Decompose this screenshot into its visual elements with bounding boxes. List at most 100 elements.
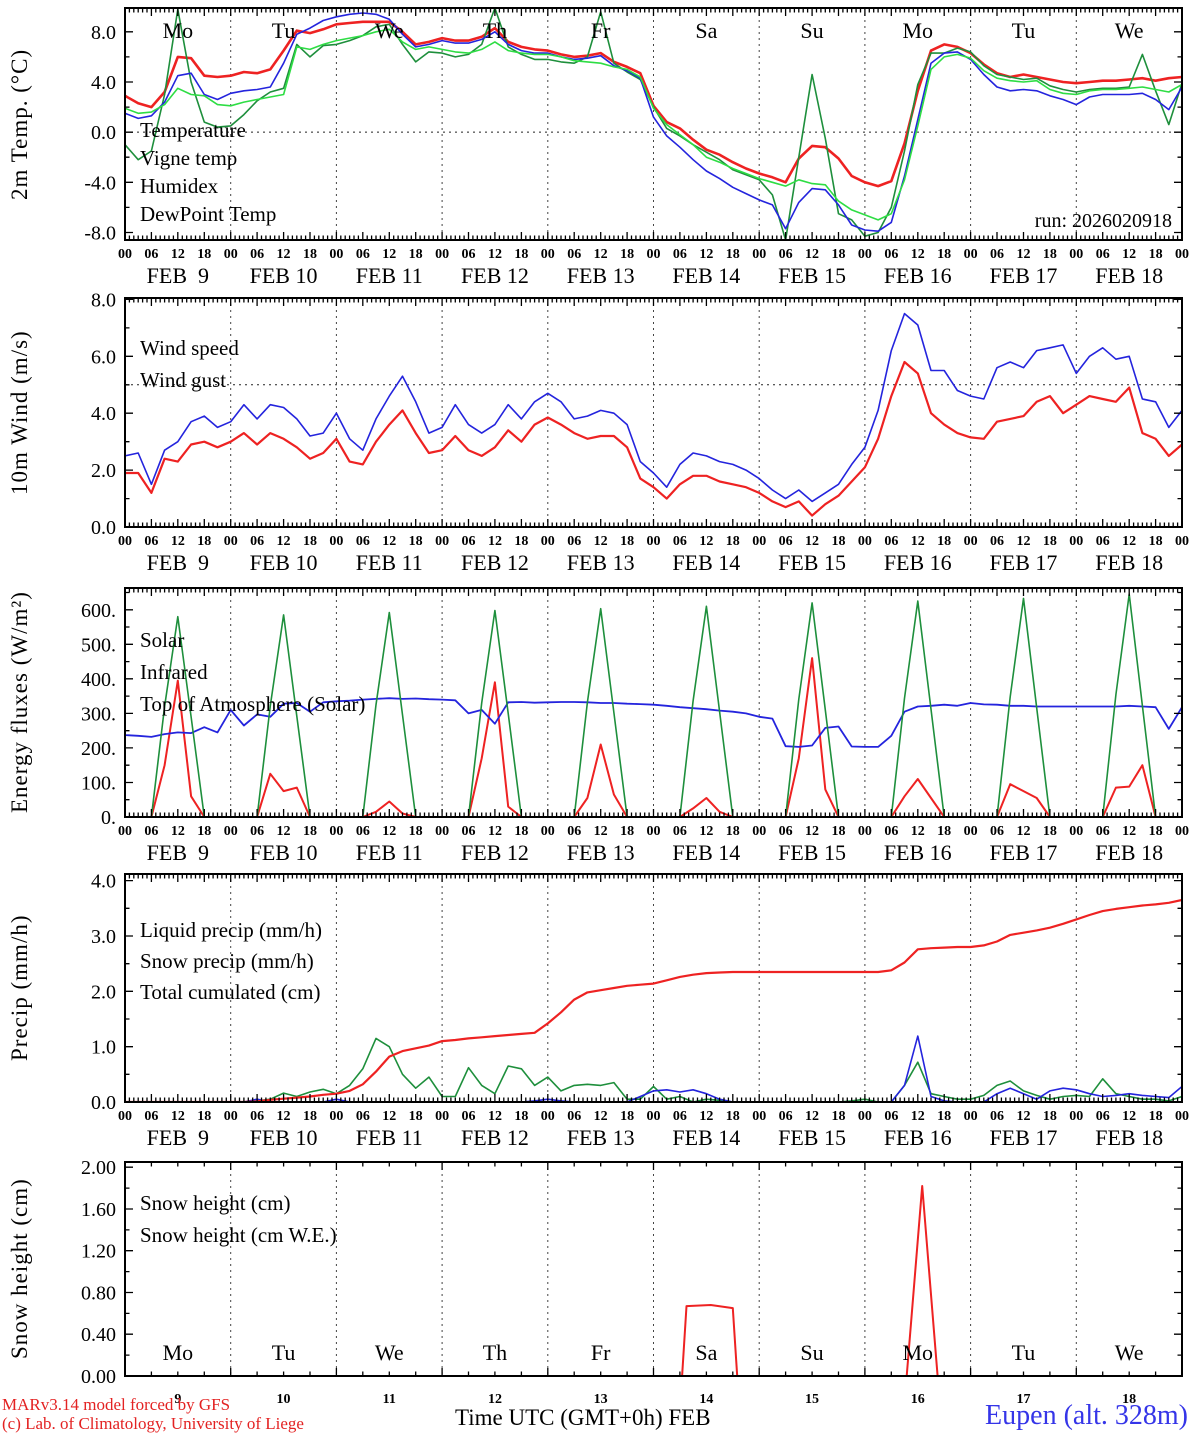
date-label: FEB 15 — [778, 550, 846, 575]
hour-tick-label: 06 — [779, 1109, 793, 1124]
hour-tick-label: 06 — [356, 824, 370, 839]
date-label: FEB 10 — [250, 550, 318, 575]
hour-tick-label: 06 — [144, 824, 158, 839]
y-tick-label: 4.0 — [91, 72, 116, 94]
date-label: FEB 17 — [990, 840, 1058, 865]
weekday-label: Sa — [695, 18, 717, 43]
hour-tick-label: 18 — [409, 1109, 423, 1124]
series-dewpoint-temp-line — [125, 28, 1182, 221]
hour-tick-label: 00 — [858, 824, 872, 839]
hour-tick-label: 00 — [329, 824, 343, 839]
y-tick-label: 100. — [81, 772, 116, 794]
hour-tick-label: 00 — [435, 247, 449, 262]
series-temperature-line — [125, 20, 1182, 188]
x-axis-title: Time UTC (GMT+0h) FEB — [455, 1405, 711, 1430]
hour-tick-label: 18 — [197, 534, 211, 549]
hour-tick-label: 00 — [541, 1109, 555, 1124]
date-label: FEB 13 — [567, 550, 635, 575]
hour-tick-label: 06 — [673, 534, 687, 549]
hour-tick-label: 18 — [620, 534, 634, 549]
weekday-label: Mo — [163, 18, 194, 43]
hour-tick-label: 00 — [118, 534, 132, 549]
hour-tick-label: 12 — [382, 534, 396, 549]
legend-snow-precip-mm-h-: Snow precip (mm/h) — [140, 949, 314, 973]
hour-tick-label: 06 — [990, 824, 1004, 839]
hour-tick-label: 00 — [752, 247, 766, 262]
date-label: FEB 11 — [356, 840, 423, 865]
date-label: FEB 16 — [884, 550, 952, 575]
hour-tick-label: 18 — [197, 824, 211, 839]
date-label: FEB 13 — [567, 263, 635, 288]
date-label: FEB 14 — [672, 263, 740, 288]
hour-tick-label: 18 — [409, 247, 423, 262]
hour-tick-label: 18 — [197, 247, 211, 262]
hour-tick-label: 12 — [382, 824, 396, 839]
hour-tick-label: 00 — [647, 1109, 661, 1124]
hour-tick-label: 00 — [964, 1109, 978, 1124]
hour-tick-label: 00 — [1175, 534, 1189, 549]
hour-tick-label: 18 — [409, 824, 423, 839]
weekday-label: Tu — [1012, 18, 1036, 43]
hour-tick-label: 00 — [752, 824, 766, 839]
hour-tick-label: 18 — [831, 247, 845, 262]
hour-tick-label: 00 — [541, 824, 555, 839]
hour-tick-label: 12 — [1016, 1109, 1030, 1124]
hour-tick-label: 18 — [1043, 247, 1057, 262]
hour-tick-label: 18 — [303, 824, 317, 839]
hour-tick-label: 06 — [462, 1109, 476, 1124]
date-label: FEB 11 — [356, 263, 423, 288]
hour-tick-label: 12 — [699, 247, 713, 262]
weekday-label: Sa — [695, 1340, 717, 1365]
hour-tick-label: 06 — [462, 824, 476, 839]
hour-tick-label: 00 — [858, 1109, 872, 1124]
series-liquid-precip-line — [125, 1037, 1182, 1102]
hour-tick-label: 06 — [779, 534, 793, 549]
hour-tick-label: 12 — [594, 534, 608, 549]
legend-liquid-precip-mm-h-: Liquid precip (mm/h) — [140, 918, 322, 942]
hour-tick-label: 18 — [937, 534, 951, 549]
hour-tick-label: 00 — [329, 534, 343, 549]
date-label: FEB 10 — [250, 1125, 318, 1150]
y-axis-title-energy: Energy fluxes (W/m²) — [7, 591, 32, 814]
date-label: FEB 17 — [990, 550, 1058, 575]
hour-tick-label: 12 — [1016, 824, 1030, 839]
hour-tick-label: 00 — [647, 247, 661, 262]
hour-tick-label: 06 — [144, 247, 158, 262]
hour-tick-label: 06 — [779, 247, 793, 262]
y-axis-title-wind: 10m Wind (m/s) — [7, 330, 32, 495]
hour-tick-label: 00 — [1175, 1109, 1189, 1124]
hour-tick-label: 12 — [911, 824, 925, 839]
y-tick-label: 0.00 — [81, 1366, 116, 1388]
weekday-label: We — [1115, 18, 1144, 43]
weekday-label: Fr — [591, 18, 611, 43]
hour-tick-label: 12 — [1016, 247, 1030, 262]
hour-tick-label: 18 — [197, 1109, 211, 1124]
y-axis-title-snow: Snow height (cm) — [7, 1178, 32, 1360]
hour-tick-label: 12 — [171, 247, 185, 262]
y-tick-label: 400. — [81, 669, 116, 691]
date-label: FEB 12 — [461, 840, 529, 865]
day-number-label: 11 — [383, 1392, 396, 1407]
date-label: FEB 10 — [250, 840, 318, 865]
hour-tick-label: 00 — [435, 534, 449, 549]
hour-tick-label: 18 — [1149, 1109, 1163, 1124]
legend-top-of-atmosphere-solar-: Top of Atmosphere (Solar) — [140, 692, 365, 716]
hour-tick-label: 06 — [673, 1109, 687, 1124]
y-tick-label: 0.80 — [81, 1282, 116, 1304]
legend-dewpoint-temp: DewPoint Temp — [140, 202, 276, 226]
hour-tick-label: 00 — [329, 247, 343, 262]
hour-tick-label: 06 — [673, 824, 687, 839]
hour-tick-label: 00 — [118, 247, 132, 262]
day-number-label: 18 — [1122, 1392, 1136, 1407]
hour-tick-label: 18 — [514, 824, 528, 839]
hour-tick-label: 18 — [620, 824, 634, 839]
hour-tick-label: 18 — [620, 247, 634, 262]
hour-tick-label: 12 — [277, 534, 291, 549]
hour-tick-label: 00 — [118, 824, 132, 839]
y-tick-label: 6.0 — [91, 346, 116, 368]
hour-tick-label: 06 — [884, 534, 898, 549]
weekday-label: We — [1115, 1340, 1144, 1365]
hour-tick-label: 12 — [382, 247, 396, 262]
y-tick-label: -4.0 — [84, 172, 116, 194]
hour-tick-label: 06 — [356, 1109, 370, 1124]
